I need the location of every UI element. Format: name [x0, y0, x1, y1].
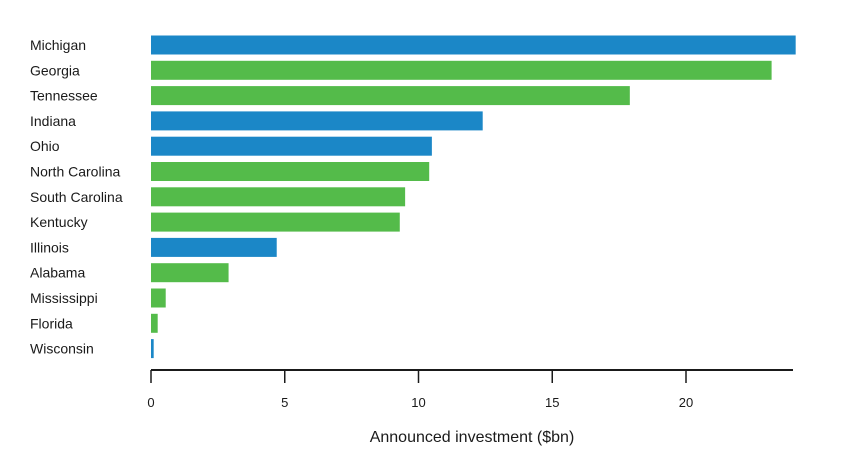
- bar-alabama: [151, 263, 229, 283]
- bar-wisconsin: [151, 339, 154, 359]
- category-label-michigan: Michigan: [30, 37, 86, 53]
- bar-tennessee: [151, 86, 630, 106]
- category-label-ohio: Ohio: [30, 138, 60, 154]
- category-label-indiana: Indiana: [30, 113, 76, 129]
- x-tick-label-15: 15: [545, 395, 559, 410]
- category-label-north-carolina: North Carolina: [30, 164, 120, 180]
- category-label-alabama: Alabama: [30, 265, 85, 281]
- category-label-florida: Florida: [30, 315, 73, 331]
- bar-florida: [151, 313, 158, 333]
- bar-south-carolina: [151, 187, 406, 207]
- x-axis-title: Announced investment ($bn): [370, 429, 575, 446]
- category-label-kentucky: Kentucky: [30, 214, 88, 230]
- category-label-south-carolina: South Carolina: [30, 189, 123, 205]
- x-tick-label-20: 20: [679, 395, 693, 410]
- x-tick-label-0: 0: [147, 395, 154, 410]
- bar-illinois: [151, 237, 277, 257]
- x-ticks-group: 0 5 10 15 20: [147, 370, 693, 410]
- bar-north-carolina: [151, 162, 430, 181]
- category-labels-group: Michigan Georgia Tennessee Indiana Ohio North…: [30, 37, 123, 357]
- category-label-wisconsin: Wisconsin: [30, 341, 94, 357]
- bar-mississippi: [151, 288, 166, 308]
- x-tick-label-10: 10: [411, 395, 425, 410]
- bar-georgia: [151, 60, 772, 80]
- bar-kentucky: [151, 212, 400, 232]
- category-label-georgia: Georgia: [30, 62, 80, 78]
- bar-indiana: [151, 111, 483, 131]
- x-tick-label-5: 5: [281, 395, 288, 410]
- category-label-illinois: Illinois: [30, 239, 69, 255]
- bars-group: [151, 35, 796, 359]
- category-label-mississippi: Mississippi: [30, 290, 98, 306]
- category-label-tennessee: Tennessee: [30, 88, 98, 104]
- bar-ohio: [151, 136, 432, 156]
- bar-michigan: [151, 35, 796, 55]
